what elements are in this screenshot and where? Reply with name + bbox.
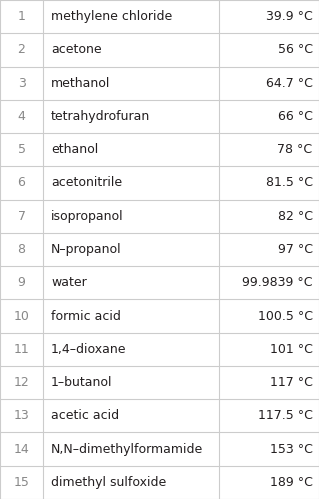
Text: 1–butanol: 1–butanol: [51, 376, 113, 389]
Text: 1: 1: [18, 10, 26, 23]
Text: 8: 8: [18, 243, 26, 256]
Text: 3: 3: [18, 77, 26, 90]
Text: 56 °C: 56 °C: [278, 43, 313, 56]
Text: 39.9 °C: 39.9 °C: [266, 10, 313, 23]
Text: 97 °C: 97 °C: [278, 243, 313, 256]
Text: 117 °C: 117 °C: [270, 376, 313, 389]
Text: formic acid: formic acid: [51, 309, 121, 322]
Text: ethanol: ethanol: [51, 143, 98, 156]
Text: 66 °C: 66 °C: [278, 110, 313, 123]
Text: acetone: acetone: [51, 43, 102, 56]
Text: 64.7 °C: 64.7 °C: [266, 77, 313, 90]
Text: 99.9839 °C: 99.9839 °C: [242, 276, 313, 289]
Text: tetrahydrofuran: tetrahydrofuran: [51, 110, 150, 123]
Text: 5: 5: [18, 143, 26, 156]
Text: 13: 13: [14, 409, 29, 422]
Text: methylene chloride: methylene chloride: [51, 10, 172, 23]
Text: 78 °C: 78 °C: [278, 143, 313, 156]
Text: 100.5 °C: 100.5 °C: [258, 309, 313, 322]
Text: 10: 10: [14, 309, 29, 322]
Text: 82 °C: 82 °C: [278, 210, 313, 223]
Text: dimethyl sulfoxide: dimethyl sulfoxide: [51, 476, 166, 489]
Text: 1,4–dioxane: 1,4–dioxane: [51, 343, 127, 356]
Text: N,N–dimethylformamide: N,N–dimethylformamide: [51, 443, 203, 456]
Text: 117.5 °C: 117.5 °C: [258, 409, 313, 422]
Text: N–propanol: N–propanol: [51, 243, 122, 256]
Text: 101 °C: 101 °C: [270, 343, 313, 356]
Text: 81.5 °C: 81.5 °C: [266, 177, 313, 190]
Text: 153 °C: 153 °C: [270, 443, 313, 456]
Text: water: water: [51, 276, 87, 289]
Text: acetic acid: acetic acid: [51, 409, 119, 422]
Text: 15: 15: [14, 476, 29, 489]
Text: acetonitrile: acetonitrile: [51, 177, 122, 190]
Text: 11: 11: [14, 343, 29, 356]
Text: 14: 14: [14, 443, 29, 456]
Text: 4: 4: [18, 110, 26, 123]
Text: 2: 2: [18, 43, 26, 56]
Text: 189 °C: 189 °C: [270, 476, 313, 489]
Text: isopropanol: isopropanol: [51, 210, 124, 223]
Text: 12: 12: [14, 376, 29, 389]
Text: 9: 9: [18, 276, 26, 289]
Text: 7: 7: [18, 210, 26, 223]
Text: 6: 6: [18, 177, 26, 190]
Text: methanol: methanol: [51, 77, 110, 90]
